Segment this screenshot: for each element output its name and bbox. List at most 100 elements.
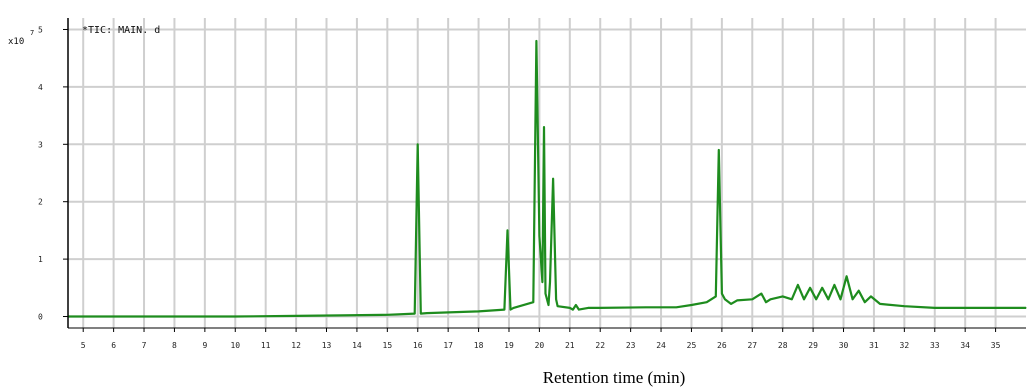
data-point (870, 295, 872, 297)
x-tick-label: 25 (687, 341, 697, 350)
data-point (541, 281, 544, 283)
x-tick-label: 8 (172, 341, 177, 350)
grid-lines (68, 18, 1026, 328)
data-point (721, 293, 723, 295)
x-tick-label: 7 (142, 341, 147, 350)
data-point (730, 303, 732, 305)
data-point (234, 315, 236, 318)
data-point (675, 306, 677, 308)
data-point (797, 284, 799, 286)
data-point (549, 281, 551, 283)
data-point (386, 314, 388, 316)
data-point (852, 298, 854, 300)
x-tick-label: 13 (322, 341, 332, 350)
x-tick-label: 32 (900, 341, 910, 350)
data-point (821, 287, 823, 289)
x-tick-label: 17 (443, 341, 453, 350)
data-point (815, 298, 817, 300)
data-point (426, 312, 428, 314)
x-tick-label: 35 (991, 341, 1001, 350)
data-point (462, 311, 464, 313)
x-tick-label: 5 (81, 341, 86, 350)
data-point (547, 304, 550, 306)
data-point (509, 309, 512, 311)
y-axis-ticks: 0 1 2 3 4 5 (38, 25, 68, 322)
data-point (578, 309, 580, 311)
x-tick-label: 15 (383, 341, 393, 350)
x-tick-label: 22 (595, 341, 605, 350)
data-point (934, 307, 936, 309)
x-axis-title: Retention time (min) (543, 368, 686, 387)
data-point (690, 304, 693, 306)
data-point (544, 293, 547, 295)
y-tick-label: 3 (38, 140, 43, 149)
data-point (503, 309, 505, 311)
data-point (715, 295, 717, 297)
data-point (512, 307, 515, 309)
x-tick-label: 9 (202, 341, 207, 350)
x-tick-label: 34 (960, 341, 970, 350)
data-point (417, 143, 419, 145)
y-tick-label: 1 (38, 255, 43, 264)
data-point (341, 314, 343, 316)
data-point (295, 315, 297, 317)
x-tick-label: 16 (413, 341, 423, 350)
x-tick-label: 24 (656, 341, 666, 350)
data-point (809, 287, 811, 289)
y-tick-label: 4 (38, 83, 43, 92)
data-point (995, 307, 997, 309)
legend-text: *TIC: MAIN. d (82, 25, 160, 36)
data-point (706, 301, 708, 303)
data-point (791, 298, 793, 300)
x-tick-label: 21 (565, 341, 575, 350)
data-point (543, 126, 545, 128)
data-point (572, 309, 574, 311)
x-tick-label: 30 (839, 341, 849, 350)
x-tick-label: 28 (778, 341, 788, 350)
x-tick-label: 29 (808, 341, 818, 350)
series-line-0 (68, 39, 1026, 318)
data-point (879, 303, 881, 305)
data-point (420, 313, 422, 315)
y-tick-label: 5 (38, 25, 43, 34)
y-tick-label: 2 (38, 198, 43, 207)
data-point (718, 149, 720, 151)
data-point (769, 298, 772, 300)
data-point (803, 298, 805, 300)
y-unit-label: x10 (8, 37, 24, 47)
data-point (864, 301, 866, 303)
x-tick-label: 26 (717, 341, 727, 350)
x-tick-label: 27 (747, 341, 757, 350)
data-point (587, 307, 589, 309)
data-point (645, 306, 647, 308)
x-axis-ticks: 5 6 7 8 9 10 11 12 13 14 15 16 17 18 19 20 21 22 23 24 25 26 2… (81, 328, 1001, 350)
x-tick-label: 10 (230, 341, 240, 350)
x-tick-label: 33 (930, 341, 940, 350)
data-point (599, 307, 601, 309)
data-point (532, 301, 534, 303)
data-point (964, 307, 966, 309)
data-point (765, 301, 767, 303)
data-point (903, 305, 905, 307)
data-point (506, 229, 509, 231)
data-point (736, 299, 738, 301)
data-point (535, 40, 538, 42)
x-tick-label: 23 (626, 341, 636, 350)
data-point (833, 284, 836, 286)
x-tick-label: 14 (352, 341, 362, 350)
data-point (846, 275, 848, 277)
x-tick-label: 6 (111, 341, 116, 350)
x-tick-label: 19 (504, 341, 514, 350)
data-point (724, 298, 726, 300)
series-group (67, 39, 1027, 318)
x-tick-label: 11 (261, 341, 271, 350)
x-tick-label: 31 (869, 341, 879, 350)
data-point (760, 293, 763, 295)
data-point (414, 313, 416, 315)
data-point (827, 298, 829, 300)
x-tick-label: 20 (535, 341, 545, 350)
data-point (569, 307, 571, 309)
data-point (552, 178, 554, 180)
data-point (782, 295, 784, 297)
